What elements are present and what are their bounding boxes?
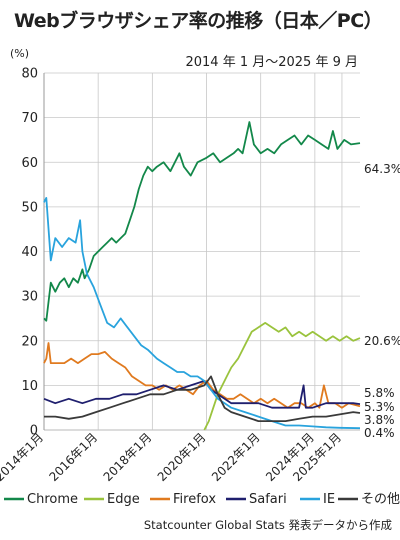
y-axis-unit: (%) [10,47,29,60]
x-tick-2016-01: 2016年1月 [46,430,100,484]
chart-subtitle: 2014 年 1 月～2025 年 9 月 [185,55,358,70]
end-label-2: 5.3% [364,400,395,414]
source-note: Statcounter Global Stats 発表データから作成 [143,518,392,532]
end-label-1: 20.6% [364,334,400,348]
series-line-5 [44,375,361,422]
legend-label-1: Edge [107,492,140,507]
chart-title: Webブラウザシェア率の推移（日本／PC） [14,10,383,32]
end-label-5: 3.8% [364,413,395,427]
end-label-0: 64.3% [364,162,400,176]
series-line-2 [43,342,361,409]
legend-label-0: Chrome [27,492,78,507]
x-tick-2020-01: 2020年1月 [155,430,209,484]
series-line-0 [43,121,361,322]
y-tick-60: 60 [21,156,38,171]
series-line-4 [43,197,361,430]
x-tick-2018-01: 2018年1月 [101,430,155,484]
y-tick-70: 70 [21,111,38,126]
legend-label-3: Safari [249,492,287,507]
series-line-1 [203,322,361,431]
y-tick-80: 80 [21,67,38,82]
x-tick-2014-01: 2014年1月 [0,430,46,484]
y-tick-10: 10 [21,379,38,394]
end-label-4: 0.4% [364,426,395,440]
y-tick-50: 50 [21,200,38,215]
legend-label-4: IE [323,492,335,507]
y-tick-40: 40 [21,245,38,260]
legend-label-5: その他 [361,492,400,507]
y-tick-30: 30 [21,290,38,305]
y-tick-0: 0 [30,424,38,439]
x-tick-2022-01: 2022年1月 [209,430,263,484]
end-label-3: 5.8% [364,386,395,400]
legend-label-2: Firefox [173,492,216,507]
y-tick-20: 20 [21,334,38,349]
